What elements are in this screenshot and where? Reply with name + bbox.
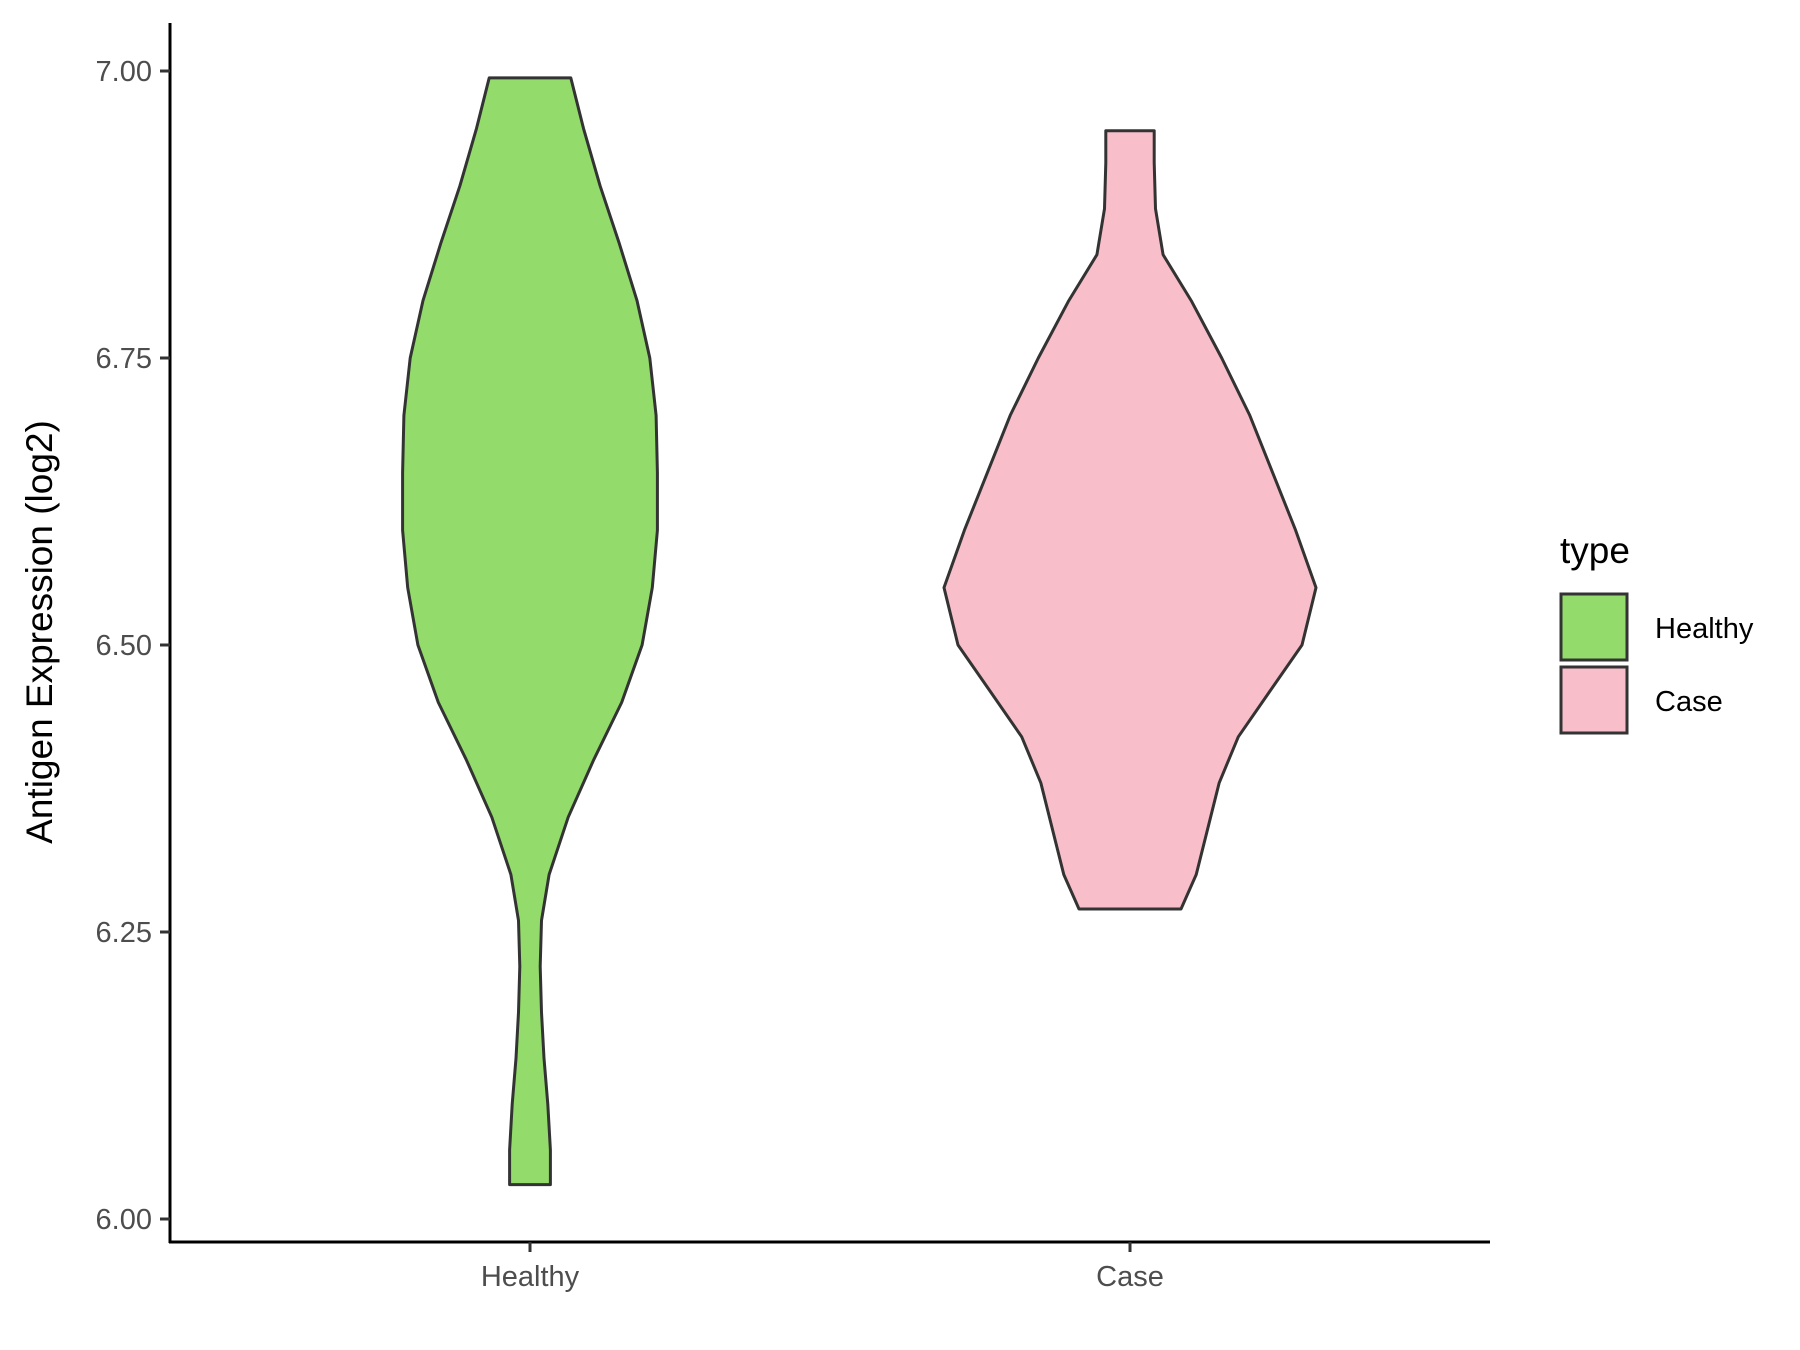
- legend-swatch-healthy: [1559, 592, 1629, 662]
- y-tick-label: 6.00: [96, 1204, 152, 1236]
- legend-label-healthy: Healthy: [1655, 613, 1754, 645]
- y-tick-label: 6.50: [96, 630, 152, 662]
- legend-title: type: [1560, 530, 1630, 571]
- y-axis-ticks: 6.00 6.25 6.50 6.75 7.00: [96, 56, 170, 1236]
- violin-healthy: [401, 76, 659, 1187]
- legend-swatch-case: [1559, 665, 1629, 735]
- x-tick-label: Healthy: [481, 1261, 580, 1293]
- violin-case: [942, 129, 1318, 911]
- y-tick-label: 7.00: [96, 56, 152, 88]
- violin-layer: [401, 76, 1318, 1187]
- x-axis-ticks: Healthy Case: [481, 1242, 1164, 1293]
- x-tick-label: Case: [1096, 1261, 1164, 1293]
- legend: type Healthy Case: [1559, 530, 1754, 735]
- legend-label-case: Case: [1655, 686, 1723, 718]
- y-tick-label: 6.25: [96, 917, 152, 949]
- plot-panel: 6.00 6.25 6.50 6.75 7.00 Healthy Case: [96, 23, 1490, 1293]
- y-tick-label: 6.75: [96, 343, 152, 375]
- y-axis-title: Antigen Expression (log2): [19, 420, 60, 844]
- legend-keys: Healthy Case: [1559, 592, 1754, 735]
